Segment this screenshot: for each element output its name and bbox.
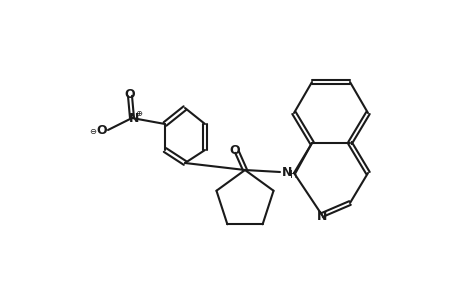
Text: N: N (281, 167, 292, 179)
Text: O: O (96, 124, 107, 137)
Text: N: N (316, 211, 326, 224)
Text: O: O (229, 143, 240, 157)
Text: N: N (129, 112, 139, 124)
Text: H: H (289, 170, 297, 180)
Text: ⊖: ⊖ (90, 127, 96, 136)
Text: O: O (124, 88, 135, 101)
Text: ⊕: ⊕ (135, 109, 142, 118)
